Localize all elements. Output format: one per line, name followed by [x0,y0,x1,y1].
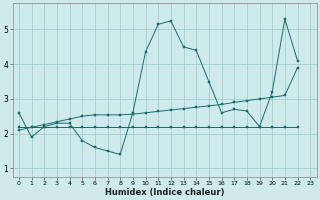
X-axis label: Humidex (Indice chaleur): Humidex (Indice chaleur) [105,188,224,197]
